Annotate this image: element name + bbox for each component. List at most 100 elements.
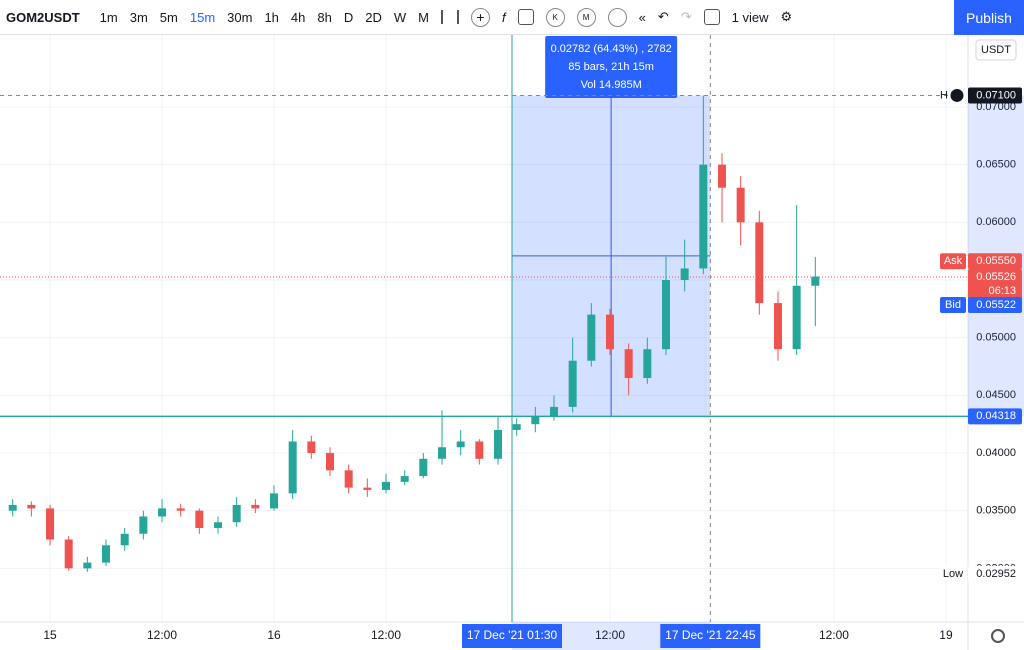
candle-body (158, 508, 167, 517)
replay-icon[interactable]: « (638, 9, 646, 25)
interval-button[interactable]: 8h (317, 9, 332, 25)
candle-body (288, 441, 297, 494)
price-tag-name-label: Bid (945, 299, 961, 311)
candle-body (363, 487, 372, 490)
alert-icon[interactable] (607, 7, 627, 27)
k-button[interactable]: K (545, 7, 565, 27)
y-tick-label: 0.05000 (976, 332, 1016, 344)
candle-body (270, 493, 279, 509)
candle-icon[interactable] (441, 10, 459, 24)
price-tag-name-label: Low (943, 568, 963, 580)
candle-body (661, 279, 670, 350)
add-button[interactable] (949, 87, 965, 103)
interval-button[interactable]: 1m (99, 9, 118, 25)
x-tick-label: 12:00 (595, 628, 625, 642)
candle-body (493, 429, 502, 459)
candle-body (811, 276, 820, 286)
price-tag-name (940, 253, 966, 270)
measure-time-tag (660, 624, 761, 648)
price-tag-label: 0.04318 (976, 410, 1016, 422)
price-tag-label: 0.02952 (976, 568, 1016, 580)
x-tick-label: 12:00 (819, 628, 849, 642)
y-tick-label: 0.03500 (976, 505, 1016, 517)
redo-icon[interactable]: ↷ (680, 9, 692, 24)
add-icon[interactable]: + (471, 7, 490, 27)
publish-button[interactable]: Publish (954, 0, 1024, 35)
interval-button[interactable]: 3m (129, 9, 148, 25)
candle-body (680, 268, 689, 280)
candle-body (624, 349, 633, 379)
price-tag (968, 268, 1022, 299)
candle-body (102, 545, 111, 563)
m-button[interactable]: M (576, 7, 596, 27)
interval-button[interactable]: 30m (227, 9, 253, 25)
price-tag (968, 87, 1022, 104)
x-tick-label: 19 (939, 628, 953, 642)
candle-body (419, 458, 428, 477)
y-tick-label: 0.06000 (976, 216, 1016, 228)
price-tag-label: 0.07100 (976, 89, 1016, 101)
candle-body (27, 504, 36, 509)
candle-body (549, 406, 558, 417)
toolbar: GOM2USDT 1m 3m 5m 15m 30m 1h 4h 8h D 2D W M + f K M… (0, 0, 1024, 35)
candle-body (643, 349, 652, 379)
candle-body (8, 504, 17, 511)
interval-button[interactable]: 5m (159, 9, 178, 25)
high-marker: H (940, 89, 948, 101)
x-tick-label: 12:00 (371, 628, 401, 642)
candle-body (438, 447, 447, 459)
y-tick-label: 0.07000 (976, 101, 1016, 113)
y-tick-label: 0.06500 (976, 159, 1016, 171)
fx-icon[interactable]: f (502, 9, 506, 25)
undo-icon[interactable]: ↶ (657, 9, 669, 24)
views[interactable]: 1 view (731, 9, 769, 25)
interval-button[interactable]: M (418, 9, 429, 25)
price-tag (968, 253, 1022, 270)
price-tag (968, 565, 1022, 582)
measure-time-label: 17 Dec '21 22:45 (665, 628, 756, 642)
price-tag (968, 408, 1022, 425)
price-tag-label: 0.05526 (976, 271, 1016, 283)
candle-body (46, 508, 55, 540)
measure-time-label: 17 Dec '21 01:30 (467, 628, 558, 642)
candle-body (736, 187, 745, 223)
candle-body (531, 416, 540, 425)
candle-body (251, 504, 260, 509)
measure-text: 85 bars, 21h 15m (568, 61, 654, 73)
x-tick-label: 12:00 (147, 628, 177, 642)
candle-body (605, 314, 614, 350)
candle-body (176, 508, 185, 511)
candle-body (232, 504, 241, 523)
interval-button[interactable]: 4h (290, 9, 306, 25)
settings-icon[interactable] (991, 629, 1005, 643)
settings-icon[interactable]: ⚙ (780, 9, 793, 24)
indicators-icon[interactable] (517, 9, 534, 25)
currency-badge[interactable] (975, 39, 1017, 61)
measure-time-tag (461, 624, 562, 648)
candle-body (755, 222, 764, 304)
symbol[interactable]: GOM2USDT (6, 9, 80, 25)
price-tag-label: 0.05522 (976, 299, 1016, 311)
interval-button[interactable]: 2D (365, 9, 382, 25)
candle-body (475, 441, 484, 459)
candle-body (400, 476, 409, 482)
candle-body (139, 516, 148, 534)
candle-body (326, 453, 335, 471)
candle-body (456, 441, 465, 448)
candle-body (717, 164, 726, 188)
candle-body (699, 164, 708, 269)
interval-button[interactable]: 1h (264, 9, 279, 25)
y-tick-label: 0.04500 (976, 389, 1016, 401)
y-tick-label: 0.04000 (976, 447, 1016, 459)
countdown: 06:13 (988, 285, 1016, 297)
interval-button[interactable]: W (393, 9, 407, 25)
interval-button[interactable]: 15m (189, 9, 216, 25)
interval-button[interactable]: D (343, 9, 354, 25)
price-tag-name (940, 565, 966, 582)
candle-body (587, 314, 596, 361)
fullscreen-icon[interactable] (703, 9, 720, 25)
x-tick-label: 16 (267, 628, 281, 642)
candle-body (83, 562, 92, 569)
